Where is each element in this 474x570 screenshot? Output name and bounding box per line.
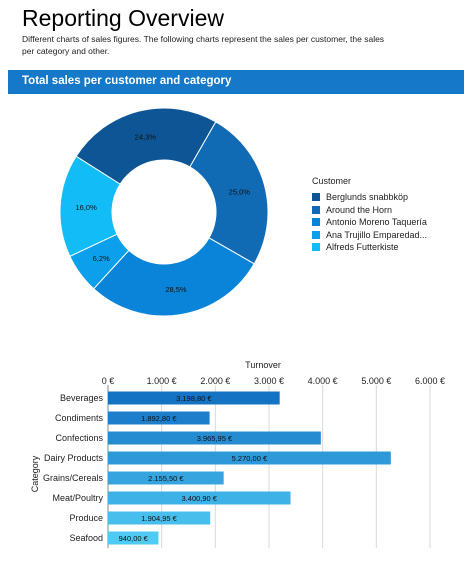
bar [108,451,391,465]
slice-label: 24,3% [135,132,157,141]
x-tick-label: 6.000 € [415,376,445,386]
legend-swatch [312,193,320,202]
legend-label: Antonio Moreno Taquería [326,217,427,228]
slice-label: 16,0% [76,203,98,212]
category-label: Produce [69,513,103,523]
x-tick-label: 2.000 € [200,376,230,386]
donut-slice [59,155,121,257]
legend-label: Alfreds Futterkiste [326,242,399,253]
slice-label: 28,5% [165,285,187,294]
section-title: Total sales per customer and category [22,75,232,87]
bar [108,391,280,405]
category-label: Seafood [69,533,103,543]
legend-label: Berglunds snabbköp [326,192,409,203]
bar [108,411,210,425]
legend-label: Ana Trujillo Emparedad... [326,229,428,240]
bar [108,531,159,545]
bar-value-label: 1.892,80 € [141,414,177,423]
x-tick-label: 0 € [102,376,115,386]
customer-donut-chart: 24,3% 25,0% 28,5% 6,2% 16,0% [59,107,269,317]
donut-slice [75,107,217,185]
legend-title: Customer [312,176,352,186]
donut-slice [189,121,269,265]
legend-item: Alfreds Futterkiste [312,241,427,254]
donut-slice [93,237,255,317]
legend-swatch [312,205,320,214]
bar-value-label: 3.198,80 € [176,394,212,403]
x-tick-label: 5.000 € [361,376,391,386]
x-tick-label: 1.000 € [147,376,177,386]
legend-swatch [312,230,320,239]
slice-label: 25,0% [229,188,251,197]
page-description: Different charts of sales figures. The f… [22,34,385,56]
x-tick-label: 3.000 € [254,376,284,386]
legend-item: Ana Trujillo Emparedad... [312,229,427,242]
x-tick-label: 4.000 € [308,376,338,386]
y-axis-title: Category [30,455,40,492]
bar [108,511,211,525]
category-label: Meat/Poultry [52,493,103,503]
bar-value-label: 3.965,95 € [197,434,233,443]
section-header: Total sales per customer and category [8,70,464,94]
bar [108,491,291,505]
category-label: Condiments [55,413,104,423]
legend-item: Around the Horn [312,204,427,217]
bar [108,471,224,485]
legend-label: Around the Horn [326,204,393,215]
bar-value-label: 940,00 € [119,534,149,543]
legend-swatch [312,218,320,227]
bar [108,431,321,445]
x-axis-title: Turnover [245,360,281,370]
legend-swatch [312,243,320,252]
bar-value-label: 1.904,95 € [141,514,177,523]
bar-value-label: 3.400,90 € [182,494,218,503]
legend-item: Berglunds snabbköp [312,191,427,204]
category-label: Grains/Cereals [43,473,104,483]
category-label: Beverages [60,393,104,403]
category-label: Confections [55,433,103,443]
legend-item: Antonio Moreno Taquería [312,216,427,229]
slice-label: 6,2% [93,254,110,263]
customer-legend: Customer Berglunds snabbköp Around the Ho… [312,176,427,254]
bar-value-label: 2.155,50 € [148,474,184,483]
category-label: Dairy Products [44,453,104,463]
bar-value-label: 5.270,00 € [232,454,268,463]
category-bar-chart: Turnover 0 € 1.000 € 2.000 € 3.000 € 4.000 € 5… [30,360,445,548]
page-title: Reporting Overview [22,5,224,31]
